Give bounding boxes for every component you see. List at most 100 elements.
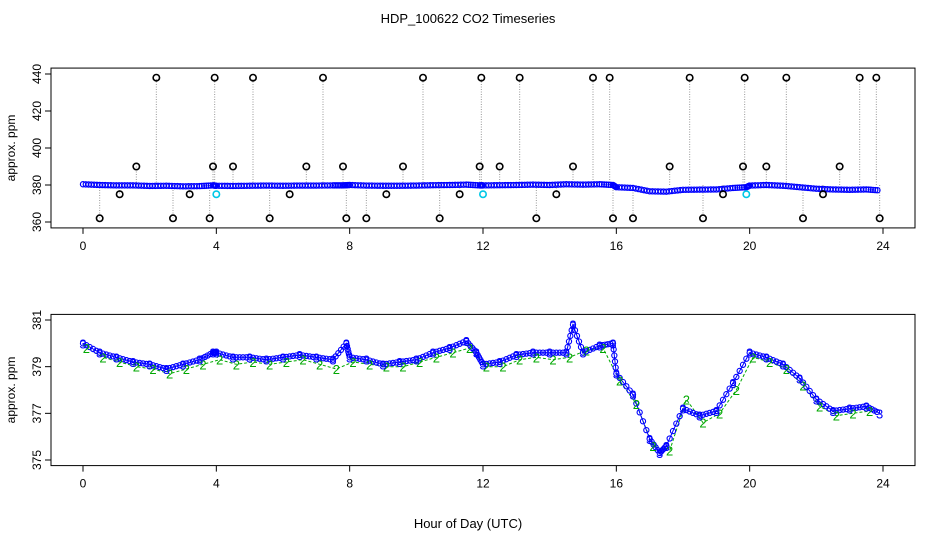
series-3-marker: 3 xyxy=(446,341,453,356)
data-point xyxy=(116,355,123,362)
data-point xyxy=(686,408,693,415)
x-tick-label: 4 xyxy=(213,239,220,253)
y-tick-label: 380 xyxy=(30,175,44,195)
data-point xyxy=(567,332,574,340)
data-point xyxy=(426,350,433,358)
data-point xyxy=(699,411,707,418)
outlier-point xyxy=(875,214,884,223)
data-point xyxy=(353,355,360,362)
outlier-point xyxy=(568,162,577,171)
data-point xyxy=(409,356,417,364)
series-3-marker: 3 xyxy=(546,346,553,361)
series-2-marker: 2 xyxy=(99,350,106,365)
data-point xyxy=(243,354,250,361)
data-point xyxy=(734,184,741,191)
series-2-marker: 2 xyxy=(833,409,840,424)
outlier-point xyxy=(738,162,747,171)
y-tick-label: 400 xyxy=(30,138,44,158)
data-point xyxy=(200,182,208,190)
data-point xyxy=(396,358,403,366)
data-point xyxy=(769,356,777,364)
data-point xyxy=(256,355,263,362)
data-point xyxy=(229,354,237,361)
x-tick-label: 8 xyxy=(346,477,353,491)
data-point xyxy=(564,343,571,351)
data-point xyxy=(306,353,313,360)
data-point xyxy=(613,370,620,377)
data-point xyxy=(343,340,350,347)
series-3-marker: 3 xyxy=(713,404,720,419)
series-3-marker: 3 xyxy=(79,336,86,351)
series-2-marker: 2 xyxy=(383,360,390,375)
data-point xyxy=(586,346,593,354)
series-3-marker: 3 xyxy=(513,348,520,363)
data-point xyxy=(176,362,183,369)
data-point xyxy=(829,407,837,415)
series-2-marker: 2 xyxy=(733,383,740,398)
x-tick-label: 0 xyxy=(80,239,87,253)
data-point xyxy=(719,396,727,403)
data-point xyxy=(393,359,400,366)
data-point xyxy=(449,343,457,350)
data-point xyxy=(872,186,879,194)
data-point xyxy=(436,347,443,354)
series-2-marker: 2 xyxy=(866,404,873,419)
series-2-marker: 2 xyxy=(649,439,656,454)
data-point xyxy=(499,357,507,364)
data-point xyxy=(565,338,573,345)
data-point xyxy=(456,340,463,347)
series-2-marker: 2 xyxy=(749,350,756,365)
series-2-marker: 2 xyxy=(416,355,423,370)
data-point xyxy=(556,349,563,356)
data-point xyxy=(661,444,669,451)
outlier-point xyxy=(132,162,141,171)
data-point xyxy=(345,348,352,355)
series-3-marker: 3 xyxy=(209,346,216,361)
data-point xyxy=(723,391,730,398)
data-point xyxy=(363,356,370,363)
series-3-marker: 3 xyxy=(609,336,616,351)
data-point xyxy=(366,357,373,364)
series-2-marker: 2 xyxy=(699,416,706,431)
x-tick-label: 12 xyxy=(476,477,490,491)
data-point xyxy=(543,349,550,356)
data-point xyxy=(103,351,110,358)
series-3-marker: 3 xyxy=(179,357,186,372)
data-point xyxy=(345,351,353,358)
data-point xyxy=(465,181,472,188)
data-point xyxy=(236,354,243,361)
series-2-marker: 2 xyxy=(499,360,506,375)
data-point xyxy=(739,361,747,368)
series-3-marker: 3 xyxy=(96,346,103,361)
data-point xyxy=(286,353,293,360)
series-3-marker: 3 xyxy=(196,353,203,368)
data-point xyxy=(133,359,140,366)
series-2-marker: 2 xyxy=(166,367,173,382)
data-point xyxy=(603,181,610,188)
data-point xyxy=(183,360,190,367)
series-3-marker: 3 xyxy=(679,402,686,417)
plot-marks xyxy=(79,73,884,223)
data-point xyxy=(198,182,206,190)
data-point xyxy=(226,353,233,360)
y-axis-label: approx. ppm xyxy=(4,357,18,424)
data-point xyxy=(416,355,423,362)
data-point xyxy=(666,435,673,442)
series-3-marker: 3 xyxy=(779,357,786,372)
data-point xyxy=(344,345,351,353)
series-2-marker: 2 xyxy=(266,357,273,372)
data-point xyxy=(489,359,497,367)
outlier-point xyxy=(115,190,124,199)
series-3-marker: 3 xyxy=(629,388,636,403)
data-point xyxy=(323,355,330,362)
data-point xyxy=(319,355,327,362)
data-point xyxy=(423,352,430,359)
series-3-marker: 3 xyxy=(343,336,350,351)
outlier-point xyxy=(338,162,347,171)
data-point xyxy=(173,363,180,370)
series-3-marker: 3 xyxy=(429,346,436,361)
series-2-marker: 2 xyxy=(583,343,590,358)
series-3-marker: 3 xyxy=(279,350,286,365)
